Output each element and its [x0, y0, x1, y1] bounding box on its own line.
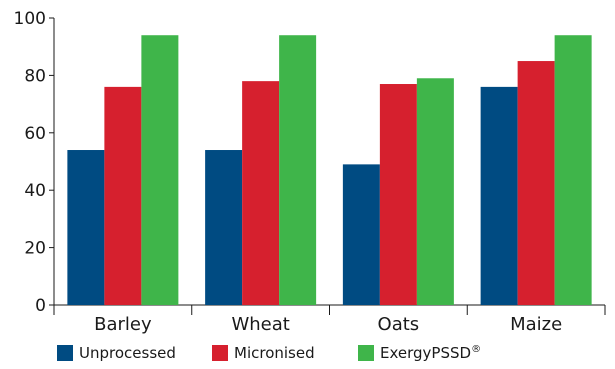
bar-exergypssd-wheat: [279, 35, 317, 305]
x-category-label: Wheat: [231, 314, 289, 335]
y-axis: 0 20 40 60 80 100: [14, 9, 55, 316]
legend-item-exergypssd: ExergyPSSD®: [358, 342, 481, 364]
legend: Unprocessed Micronised ExergyPSSD®: [0, 342, 615, 366]
bar-unprocessed-barley: [67, 150, 105, 305]
y-tick-label: 40: [24, 181, 46, 201]
bar-micronised-barley: [104, 86, 142, 305]
bar-micronised-wheat: [242, 81, 280, 305]
legend-label-exergypssd-wrap: ExergyPSSD®: [380, 344, 481, 362]
x-axis: Barley Wheat Oats Maize: [53, 304, 606, 335]
bar-exergypssd-barley: [141, 35, 179, 305]
bar-exergypssd-maize: [554, 35, 592, 305]
bar-unprocessed-maize: [480, 86, 518, 305]
legend-label-unprocessed: Unprocessed: [79, 344, 176, 362]
x-category-label: Barley: [94, 314, 152, 335]
y-tick-label: 100: [14, 9, 46, 29]
legend-swatch-micronised: [212, 345, 228, 361]
bar-unprocessed-oats: [342, 164, 380, 305]
y-tick-label: 0: [35, 296, 46, 316]
y-tick-label: 80: [24, 66, 46, 86]
legend-swatch-exergypssd: [358, 345, 374, 361]
x-category-label: Maize: [510, 314, 562, 335]
legend-item-unprocessed: Unprocessed: [57, 342, 176, 364]
bar-micronised-maize: [517, 61, 555, 305]
y-tick-label: 20: [24, 239, 46, 259]
bar-micronised-oats: [379, 84, 417, 305]
y-tick-label: 60: [24, 124, 46, 144]
bar-exergypssd-oats: [416, 78, 454, 306]
legend-swatch-unprocessed: [57, 345, 73, 361]
bar-unprocessed-wheat: [205, 150, 243, 305]
bars: [67, 35, 592, 306]
bar-chart: 0 20 40 60 80 100 Barley Wheat Oats Maize: [14, 9, 606, 335]
x-category-label: Oats: [378, 314, 420, 335]
legend-item-micronised: Micronised: [212, 342, 315, 364]
legend-label-micronised: Micronised: [234, 344, 315, 362]
legend-label-exergypssd: ExergyPSSD: [380, 344, 472, 362]
registered-mark: ®: [471, 344, 482, 355]
